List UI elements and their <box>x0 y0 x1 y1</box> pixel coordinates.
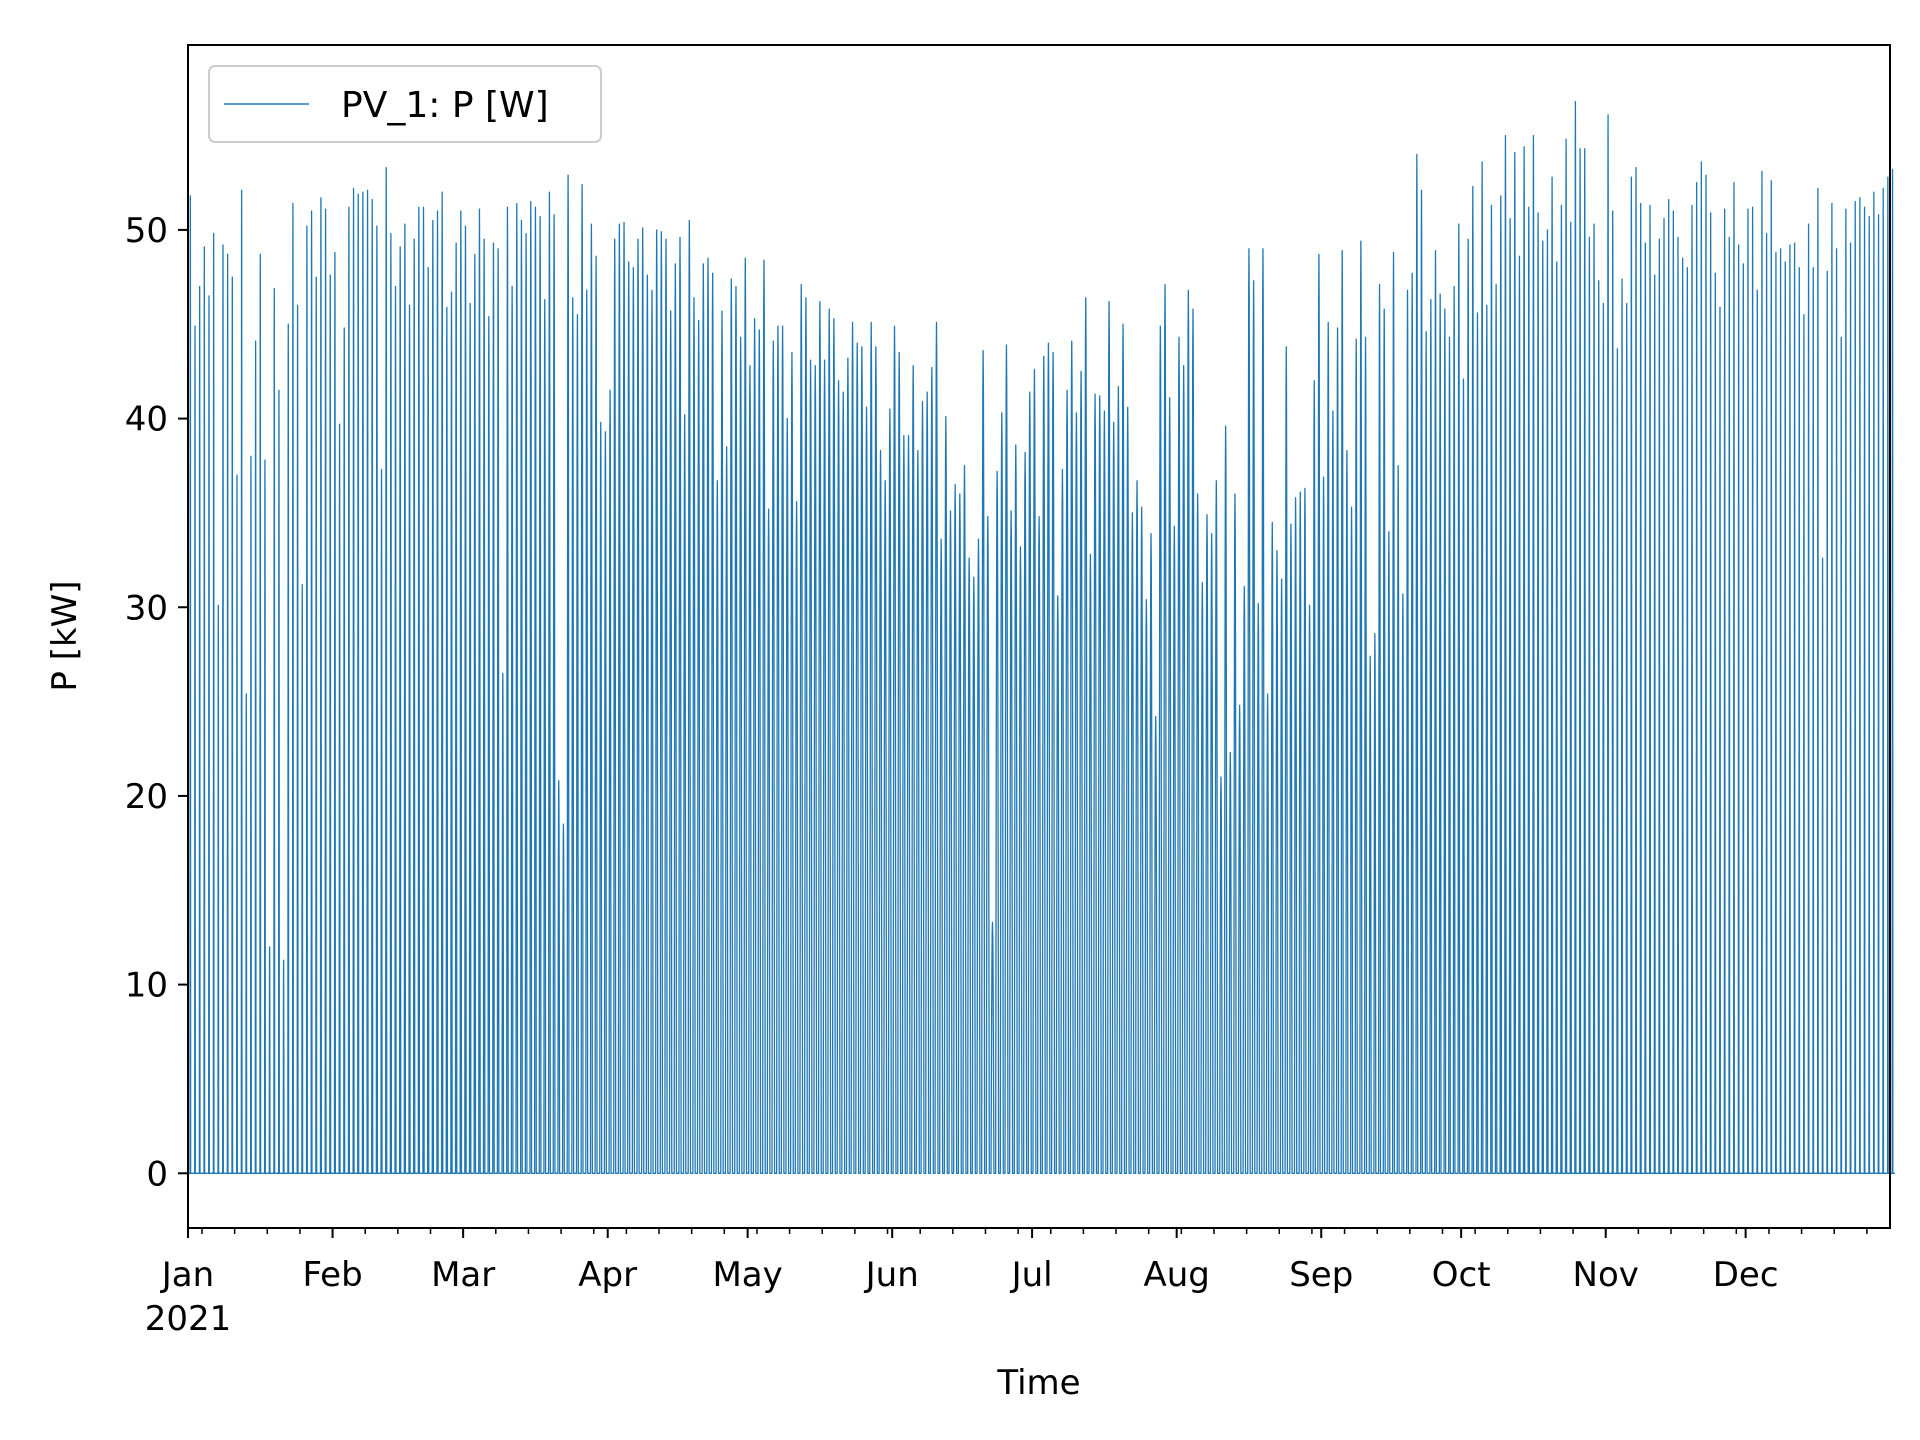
x-tick-label: Jun <box>864 1255 919 1295</box>
y-axis-title: P [kW] <box>45 580 85 691</box>
x-tick-label: Mar <box>431 1255 495 1295</box>
x-tick-label: Feb <box>302 1255 362 1295</box>
x-axis-title: Time <box>996 1363 1080 1403</box>
x-tick-label: Sep <box>1289 1255 1353 1295</box>
axes-frame <box>187 44 1891 1229</box>
y-tick-label: 10 <box>125 966 168 1006</box>
y-tick-label: 0 <box>146 1154 168 1194</box>
y-tick-label: 30 <box>125 588 168 628</box>
x-tick-label: Apr <box>578 1255 637 1295</box>
x-tick-label: Jul <box>1010 1255 1053 1295</box>
y-axis: 0 10 20 30 40 50 <box>125 211 188 1194</box>
x-tick-label: Jan <box>160 1255 214 1295</box>
x-tick-sublabel: 2021 <box>145 1299 232 1339</box>
plot-area <box>188 100 1895 1174</box>
legend-label: PV_1: P [W] <box>341 85 549 126</box>
y-tick-label: 40 <box>125 400 168 440</box>
y-tick-label: 20 <box>125 777 168 817</box>
series-line-pv-1 <box>188 100 1895 1174</box>
legend-box <box>208 65 602 143</box>
legend: PV_1: P [W] <box>208 65 602 143</box>
x-tick-label: May <box>712 1255 782 1295</box>
x-tick-label: Dec <box>1713 1255 1779 1295</box>
x-tick-label: Aug <box>1143 1255 1209 1295</box>
x-tick-label: Nov <box>1573 1255 1639 1295</box>
y-tick-label: 50 <box>125 211 168 251</box>
x-tick-label: Oct <box>1432 1255 1491 1295</box>
